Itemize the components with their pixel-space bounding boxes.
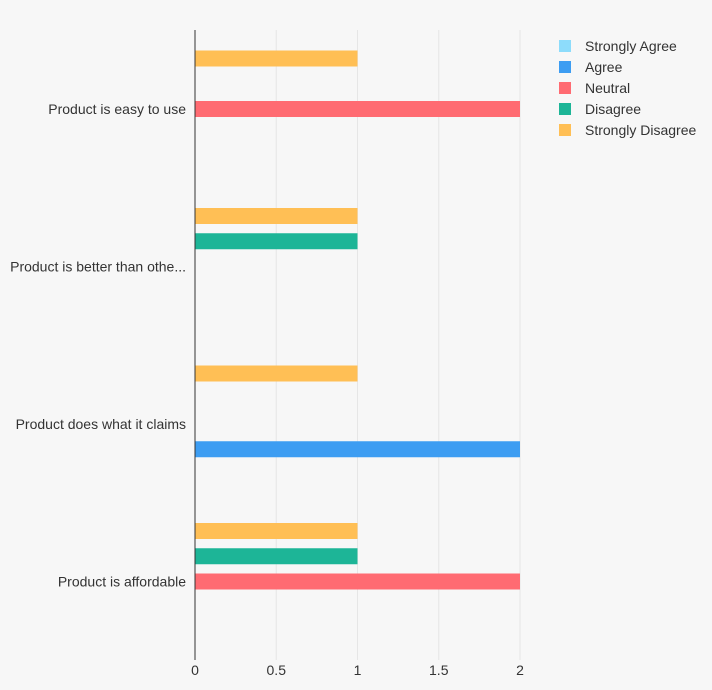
legend-item-agree[interactable]: Agree — [559, 59, 623, 75]
bar-neutral[interactable] — [195, 573, 520, 590]
bar-strongly-disagree[interactable] — [195, 365, 358, 382]
legend-item-strongly-disagree[interactable]: Strongly Disagree — [559, 122, 696, 138]
axis-layer: 0 0.5 1 1.5 2 Product is easy to use Product i… — [10, 30, 524, 678]
legend[interactable]: Strongly Agree Agree Neutral Disagree Strong… — [559, 38, 696, 138]
category-label: Product does what it claims — [16, 416, 186, 432]
legend-label: Strongly Agree — [585, 38, 677, 54]
bar-neutral[interactable] — [195, 101, 520, 117]
bars-layer — [195, 50, 520, 590]
legend-swatch — [559, 82, 571, 94]
bar-agree[interactable] — [195, 441, 520, 458]
grid-layer — [275, 30, 521, 660]
legend-swatch — [559, 40, 571, 52]
category-label: Product is affordable — [58, 573, 186, 589]
bar-disagree[interactable] — [195, 233, 358, 250]
x-tick-label: 0.5 — [267, 662, 287, 678]
legend-label: Neutral — [585, 80, 630, 96]
x-tick-label: 1 — [354, 662, 362, 678]
legend-item-strongly-agree[interactable]: Strongly Agree — [559, 38, 677, 54]
bar-strongly-disagree[interactable] — [195, 523, 358, 539]
category-label: Product is better than othe... — [10, 258, 186, 274]
bar-disagree[interactable] — [195, 548, 358, 565]
x-tick-label: 0 — [191, 662, 199, 678]
legend-label: Strongly Disagree — [585, 122, 696, 138]
legend-label: Disagree — [585, 101, 641, 117]
bar-strongly-disagree[interactable] — [195, 208, 358, 224]
legend-item-disagree[interactable]: Disagree — [559, 101, 641, 117]
legend-swatch — [559, 124, 571, 136]
legend-swatch — [559, 103, 571, 115]
legend-swatch — [559, 61, 571, 73]
legend-item-neutral[interactable]: Neutral — [559, 80, 630, 96]
x-tick-label: 1.5 — [429, 662, 449, 678]
legend-label: Agree — [585, 59, 623, 75]
category-label: Product is easy to use — [48, 101, 186, 117]
bar-strongly-disagree[interactable] — [195, 50, 358, 67]
x-tick-label: 2 — [516, 662, 524, 678]
